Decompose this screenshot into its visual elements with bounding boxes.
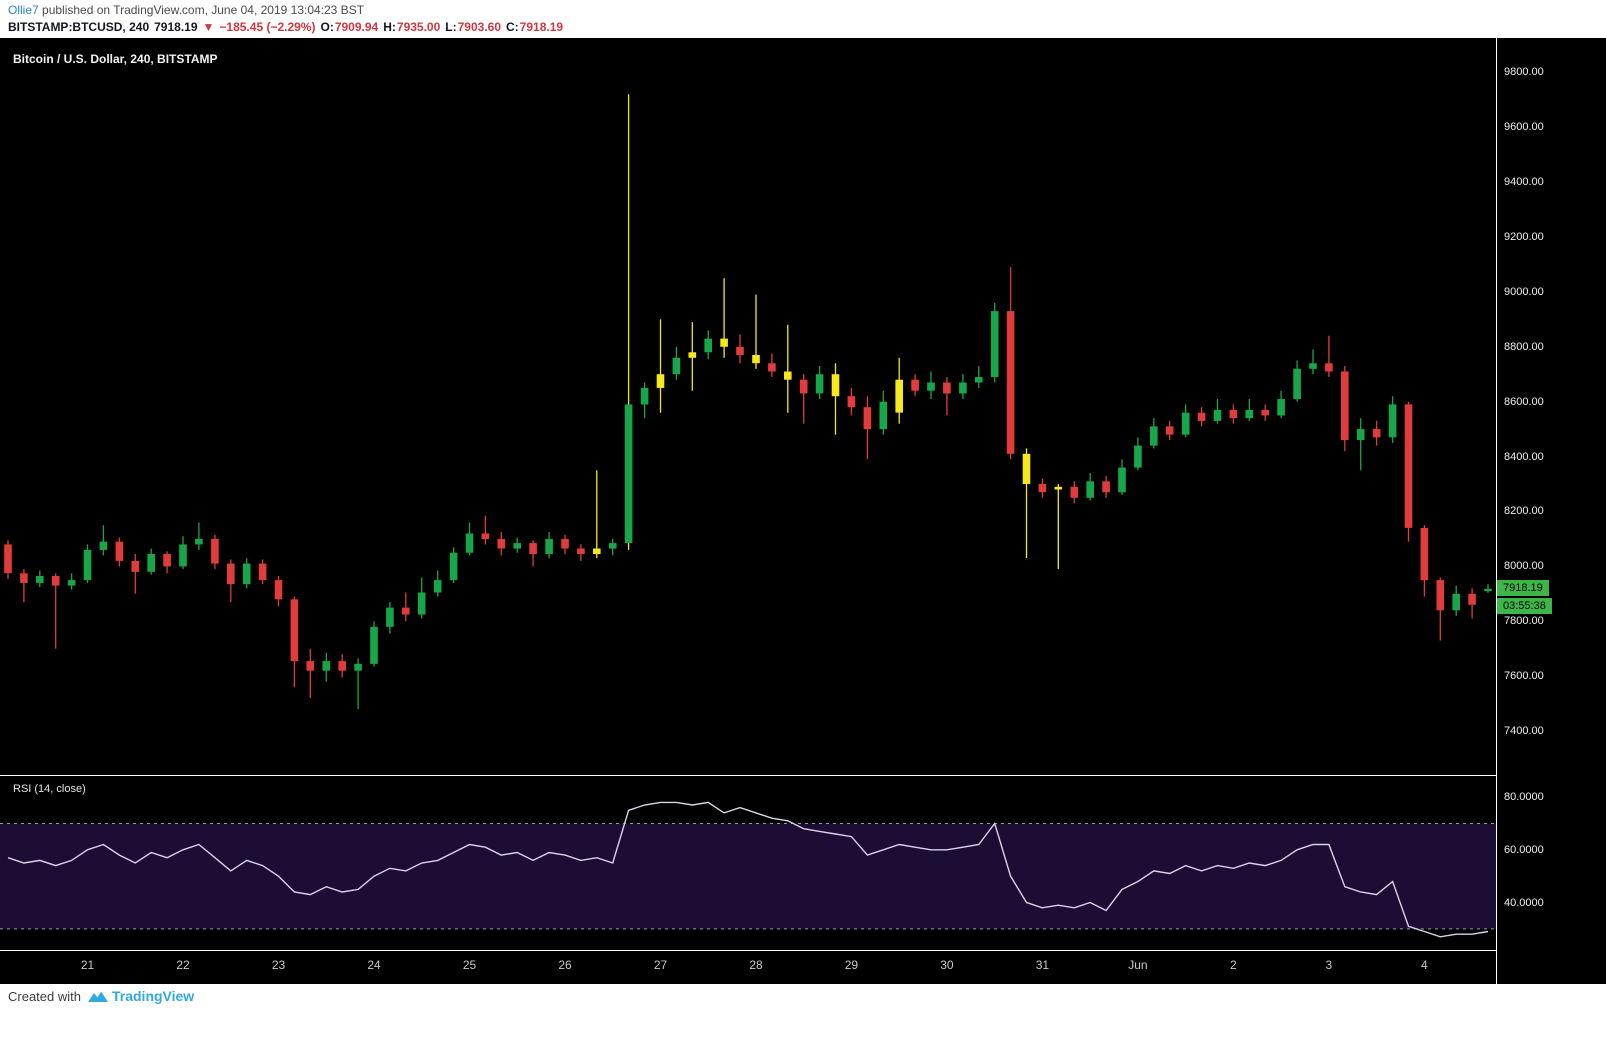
author-link[interactable]: Ollie7	[8, 3, 39, 17]
rsi-axis-tick: 40.0000	[1504, 897, 1544, 909]
time-axis[interactable]: 21 22 23 24 25 26 27 28 29 30 31 Jun 2 3 4	[0, 951, 1496, 984]
price-change: −185.45 (−2.29%)	[219, 20, 316, 34]
price-axis-tick: 9600.00	[1504, 121, 1544, 133]
price-axis[interactable]: 9800.00 9600.00 9400.00 9200.00 9000.00 8800.…	[1497, 38, 1606, 984]
publish-text: published on TradingView.com, June 04, 2…	[38, 3, 365, 17]
low-label: L:	[445, 20, 457, 34]
footer-attribution: Created with TradingView	[8, 988, 194, 1004]
time-axis-label: Jun	[1128, 958, 1148, 972]
created-with-text: Created with	[8, 988, 81, 1004]
price-axis-tick: 9000.00	[1504, 286, 1544, 298]
time-axis-label: 21	[80, 958, 95, 972]
time-axis-label: 30	[940, 958, 954, 972]
time-axis-label: 27	[653, 958, 668, 972]
price-axis-tick: 8200.00	[1504, 505, 1544, 517]
price-axis-tick: 7800.00	[1504, 615, 1544, 627]
high-value: 7935.00	[396, 20, 441, 34]
time-axis-separator	[0, 950, 1606, 951]
header: Ollie7 published on TradingView.com, Jun…	[0, 0, 1606, 38]
time-axis-label: 4	[1421, 958, 1428, 972]
rsi-label[interactable]: RSI (14, close)	[13, 783, 86, 795]
rsi-axis-tick: 80.0000	[1504, 791, 1544, 803]
price-axis-tick: 8800.00	[1504, 341, 1544, 353]
tradingview-brand-link[interactable]: TradingView	[111, 988, 195, 1004]
price-axis-tick: 8000.00	[1504, 560, 1544, 572]
price-chart-canvas[interactable]	[0, 38, 1496, 775]
rsi-pane-canvas[interactable]	[0, 776, 1496, 950]
time-axis-label: 23	[271, 958, 286, 972]
time-axis-label: 26	[558, 958, 572, 972]
current-price-label: 7918.19	[1497, 580, 1549, 596]
price-axis-tick: 8600.00	[1504, 396, 1544, 408]
rsi-axis-tick: 60.0000	[1504, 844, 1544, 856]
symbol-info-bar: BITSTAMP:BTCUSD, 240 7918.19 ▼ −185.45 (−2.…	[8, 20, 568, 34]
chart-region: Bitcoin / U.S. Dollar, 240, BITSTAMP RSI…	[0, 38, 1606, 984]
symbol-name[interactable]: BITSTAMP:BTCUSD, 240	[8, 20, 150, 34]
open-label: O:	[320, 20, 334, 34]
publish-info: Ollie7 published on TradingView.com, Jun…	[8, 3, 364, 17]
bar-countdown-label: 03:55:38	[1497, 598, 1552, 614]
open-value: 7909.94	[334, 20, 379, 34]
time-axis-label: 31	[1035, 958, 1050, 972]
close-value: 7918.19	[519, 20, 564, 34]
time-axis-label: 2	[1230, 958, 1237, 972]
time-axis-label: 22	[176, 958, 190, 972]
close-label: C:	[506, 20, 519, 34]
price-axis-separator	[1496, 38, 1497, 984]
price-axis-tick: 8400.00	[1504, 451, 1544, 463]
price-axis-tick: 9800.00	[1504, 66, 1544, 78]
chart-title: Bitcoin / U.S. Dollar, 240, BITSTAMP	[13, 52, 218, 66]
time-axis-label: 24	[367, 958, 381, 972]
price-axis-tick: 9200.00	[1504, 231, 1544, 243]
tradingview-logo-icon[interactable]	[87, 989, 109, 1004]
price-axis-tick: 7400.00	[1504, 725, 1544, 737]
time-axis-label: 28	[749, 958, 763, 972]
high-label: H:	[383, 20, 396, 34]
price-axis-tick: 9400.00	[1504, 176, 1544, 188]
time-axis-label: 3	[1325, 958, 1333, 972]
price-axis-tick: 7600.00	[1504, 670, 1544, 682]
change-arrow-icon: ▼	[202, 20, 215, 34]
time-axis-label: 25	[462, 958, 477, 972]
time-axis-label: 29	[844, 958, 859, 972]
low-value: 7903.60	[457, 20, 501, 34]
footer: Created with TradingView	[0, 984, 1606, 1037]
pane-separator[interactable]	[0, 775, 1606, 776]
header-last-price: 7918.19	[154, 20, 198, 34]
